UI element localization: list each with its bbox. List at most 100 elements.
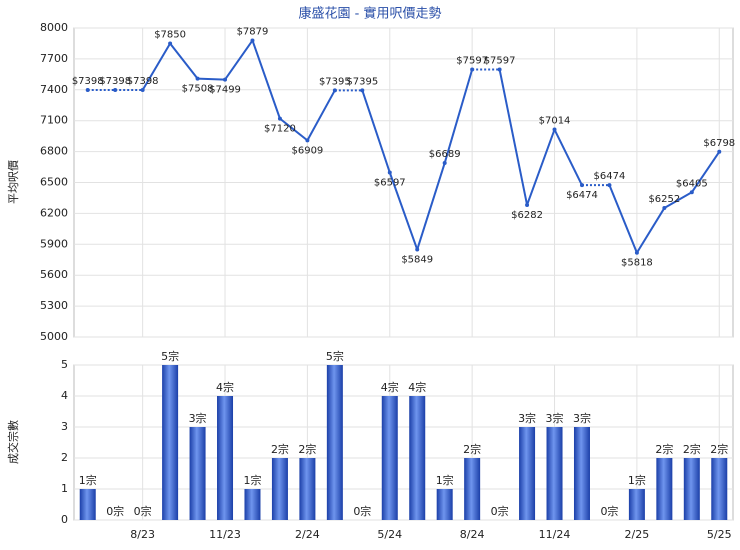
y-tick-label: 5000 [40, 330, 68, 343]
bar [299, 458, 316, 520]
line-segment [663, 191, 693, 209]
y-tick-label: 7400 [40, 83, 68, 96]
data-label: $6798 [703, 138, 735, 149]
data-label: $6909 [291, 145, 323, 156]
data-label: 4宗 [381, 380, 399, 394]
data-label: $6282 [511, 210, 543, 221]
bar [519, 427, 536, 520]
bar [162, 365, 179, 520]
bar [244, 489, 261, 520]
line-point [415, 247, 420, 252]
y-tick-label: 6500 [40, 176, 68, 189]
line-point [360, 88, 365, 93]
y-tick-label: 5 [61, 358, 68, 371]
y-tick-label: 8000 [40, 21, 68, 34]
data-label: 0宗 [600, 504, 618, 518]
x-tick-label: 5/25 [707, 528, 732, 541]
bar [79, 489, 96, 520]
data-label: $6689 [429, 149, 461, 160]
x-tick-label: 2/25 [625, 528, 650, 541]
line-point [250, 38, 255, 43]
line-point [689, 190, 694, 195]
line-segment [169, 42, 199, 80]
bar [189, 427, 206, 520]
y-tick-label: 5900 [40, 237, 68, 250]
data-label: 0宗 [134, 504, 152, 518]
y-tick-label: 0 [61, 513, 68, 526]
line-segment [608, 184, 638, 254]
data-label: 2宗 [298, 442, 316, 456]
bar [409, 396, 426, 520]
line-point [579, 183, 584, 188]
line-point [470, 67, 475, 72]
data-label: 2宗 [655, 442, 673, 456]
line-segment [553, 129, 583, 186]
data-label: 2宗 [710, 442, 728, 456]
chart-title: 康盛花園 - 實用呎價走勢 [299, 6, 442, 22]
line-point [552, 127, 557, 132]
y-tick-label: 2 [61, 451, 68, 464]
y-axis-label: 成交宗數 [6, 420, 20, 464]
line-point [387, 170, 392, 175]
bar [711, 458, 728, 520]
bar [573, 427, 590, 520]
line-segment [361, 89, 391, 173]
y-tick-label: 7700 [40, 52, 68, 65]
line-point [168, 41, 173, 46]
line-point [140, 88, 145, 93]
line-segment [197, 77, 226, 81]
line-point [634, 250, 639, 255]
bar [436, 489, 453, 520]
line-segment [526, 129, 556, 206]
bar [464, 458, 481, 520]
y-tick-label: 7100 [40, 114, 68, 127]
data-label: $7597 [456, 56, 488, 67]
line-segment [690, 151, 721, 193]
y-tick-label: 6200 [40, 206, 68, 219]
bar [683, 458, 700, 520]
line-point [85, 88, 90, 93]
data-label: 1宗 [243, 473, 261, 487]
line-segment [306, 89, 336, 141]
data-label: 4宗 [408, 380, 426, 394]
data-label: $6474 [594, 171, 626, 182]
data-label: $5818 [621, 258, 653, 269]
data-label: $6474 [566, 190, 598, 201]
line-point [223, 77, 228, 82]
data-label: $6597 [374, 178, 406, 189]
data-label: $7395 [346, 76, 378, 87]
data-label: $7597 [484, 56, 516, 67]
line-point [305, 138, 310, 143]
line-segment [498, 69, 529, 206]
line-point [497, 67, 502, 72]
data-label: 3宗 [546, 411, 564, 425]
data-label: 1宗 [628, 473, 646, 487]
bar [326, 365, 343, 520]
x-tick-label: 8/24 [460, 528, 485, 541]
x-tick-label: 11/24 [539, 528, 571, 541]
data-label: 5宗 [161, 349, 179, 363]
bar [381, 396, 398, 520]
data-label: $7398 [127, 76, 159, 87]
line-segment [224, 39, 254, 81]
data-label: 1宗 [79, 473, 97, 487]
line-point [607, 183, 612, 188]
data-label: $6405 [676, 178, 708, 189]
data-label: 3宗 [573, 411, 591, 425]
bar [628, 489, 645, 520]
data-label: $7850 [154, 29, 186, 40]
data-label: $7499 [209, 85, 241, 96]
line-segment [636, 207, 666, 254]
y-tick-label: 4 [61, 389, 68, 402]
data-label: $5849 [401, 255, 433, 266]
data-label: 2宗 [271, 442, 289, 456]
data-label: 3宗 [189, 411, 207, 425]
data-label: $6252 [648, 194, 680, 205]
y-tick-label: 3 [61, 420, 68, 433]
bar [271, 458, 288, 520]
bar [546, 427, 563, 520]
data-label: 0宗 [491, 504, 509, 518]
line-segment [279, 117, 309, 142]
data-label: 2宗 [463, 442, 481, 456]
